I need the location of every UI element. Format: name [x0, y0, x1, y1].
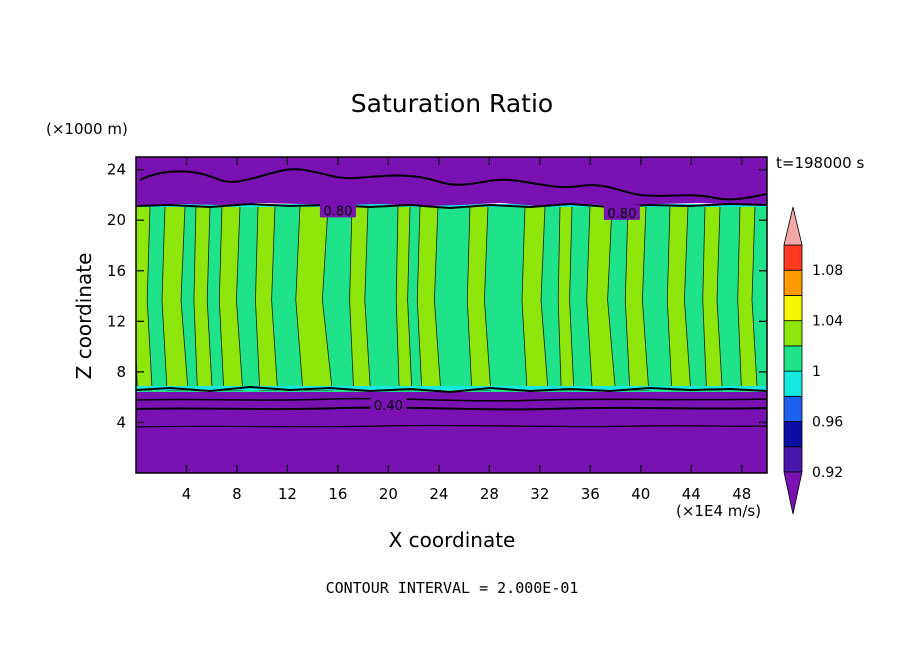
contour-label-bg [603, 204, 640, 220]
chart-title: Saturation Ratio [351, 89, 553, 118]
contour-low-1 [136, 397, 767, 402]
x-tick-label: 24 [429, 485, 448, 503]
y-units-label: (×1000 m) [46, 120, 128, 138]
x-tick-label: 20 [379, 485, 398, 503]
contour-label-bg [370, 397, 407, 413]
contour-low-2 [136, 406, 767, 411]
colorbar-segment [783, 244, 803, 271]
y-tick-label: 8 [116, 363, 126, 381]
contour-interval-footer: CONTOUR INTERVAL = 2.000E-01 [326, 579, 579, 597]
colorbar-tick-label: 0.92 [812, 465, 843, 481]
contour-label: 0.40 [374, 399, 403, 414]
y-axis-title: Z coordinate [72, 253, 96, 380]
contour-label-bg [319, 202, 356, 218]
time-label: t=198000 s [776, 154, 864, 172]
colorbar: 0.92 0.96 1 1.04 1.08 [783, 206, 843, 515]
x-tick-label: 16 [328, 485, 347, 503]
colorbar-segment [783, 421, 803, 448]
plot-frame [135, 156, 768, 474]
contour-top-boundary [136, 202, 767, 210]
y-tick-label: 20 [107, 211, 126, 229]
region-cloud-layer [136, 204, 767, 392]
plot-area: 0.80 0.80 0.40 [136, 157, 767, 473]
contour-label: 0.80 [607, 207, 636, 222]
contour-top-wavy [139, 168, 767, 201]
x-tick-label: 28 [480, 485, 499, 503]
colorbar-segment [783, 320, 803, 347]
colorbar-tick-label: 0.96 [812, 415, 843, 431]
colorbar-segment [783, 370, 803, 397]
x-tick-label: 4 [182, 485, 192, 503]
y-tick-label: 16 [107, 262, 126, 280]
y-tick-label: 24 [107, 161, 126, 179]
x-units-label: (×1E4 m/s) [676, 502, 761, 520]
contour-lines [136, 168, 767, 428]
x-tick-label: 40 [631, 485, 650, 503]
colorbar-segment [783, 295, 803, 322]
contour-labels: 0.80 0.80 0.40 [319, 202, 640, 414]
x-axis-title: X coordinate [389, 528, 516, 552]
contour-label: 0.80 [323, 204, 352, 219]
x-tick-label: 12 [278, 485, 297, 503]
contour-low-3 [136, 424, 767, 428]
colorbar-segment [783, 345, 803, 372]
colorbar-over-arrow [783, 206, 803, 246]
colorbar-tick-label: 1 [812, 364, 821, 380]
x-tick-label: 36 [581, 485, 600, 503]
x-tick-label: 32 [530, 485, 549, 503]
x-tick-label: 48 [732, 485, 751, 503]
colorbar-segment [783, 395, 803, 422]
cloud-base-edge [136, 386, 767, 390]
colorbar-tick-label: 1.08 [812, 263, 843, 279]
y-tick-label: 12 [107, 312, 126, 330]
y-tick-label: 4 [116, 413, 126, 431]
region-lower-dry [136, 390, 767, 473]
y-axis-ticks: 4 8 12 16 20 24 [107, 161, 767, 431]
cloud-streaks [136, 204, 767, 391]
colorbar-segment [783, 446, 803, 473]
colorbar-under-arrow [783, 471, 803, 515]
cloud-top-edge [136, 204, 767, 207]
x-tick-label: 44 [682, 485, 701, 503]
x-axis-ticks: 4 8 12 16 20 24 28 32 36 40 44 48 [182, 157, 751, 503]
contour-cloud-base [136, 385, 767, 394]
colorbar-segment [783, 269, 803, 296]
colorbar-tick-label: 1.04 [812, 314, 843, 330]
x-tick-label: 8 [232, 485, 242, 503]
